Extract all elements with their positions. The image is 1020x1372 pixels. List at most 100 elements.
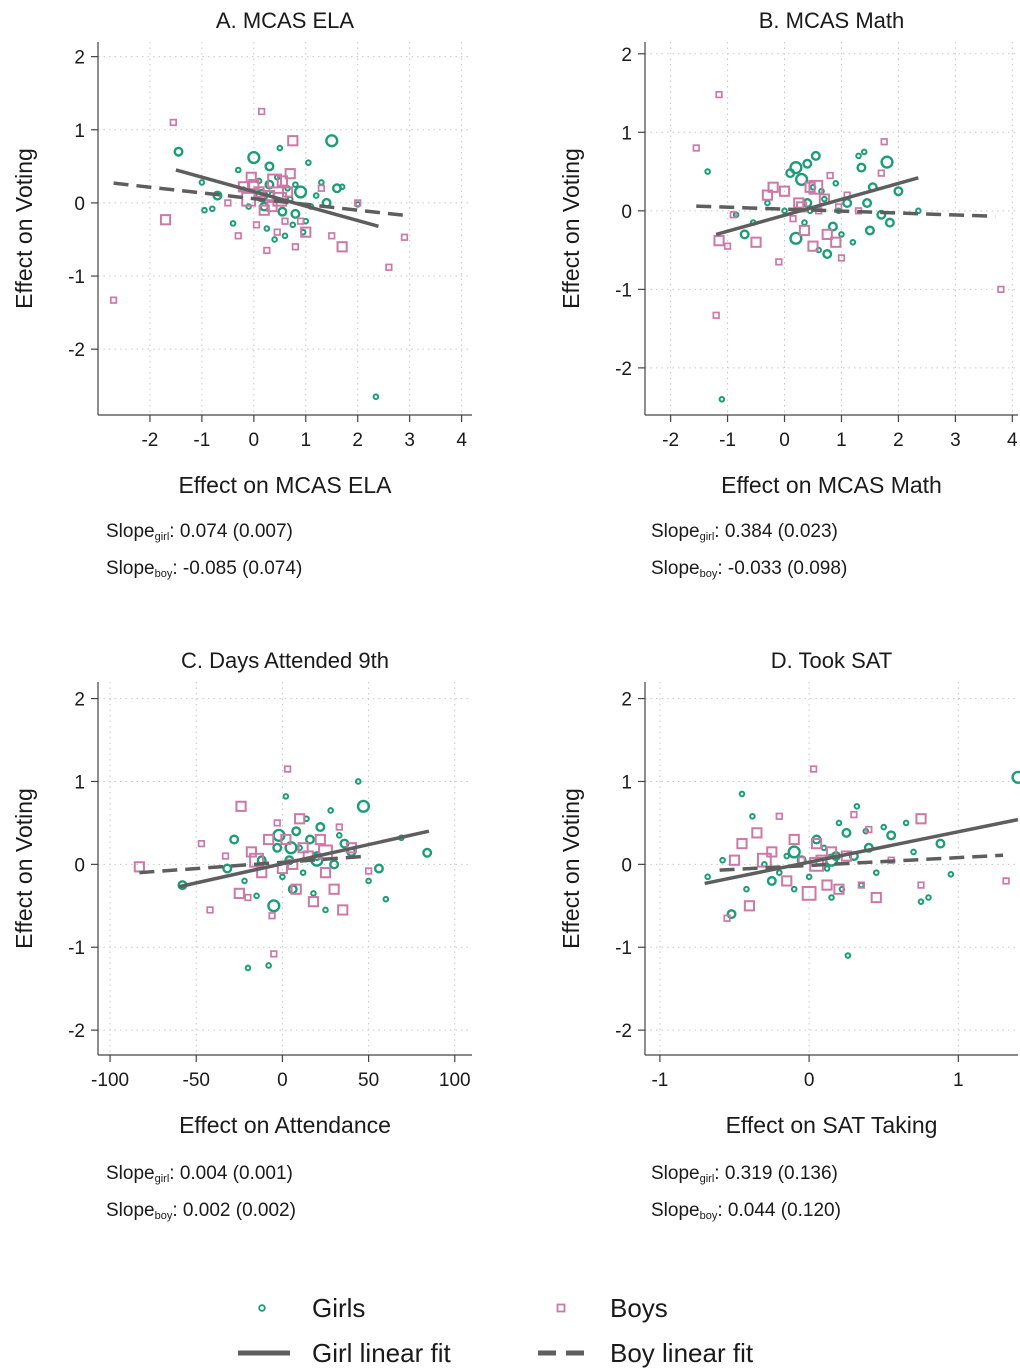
chart-a-girl-point <box>289 221 297 229</box>
slope-boy-d: Slopeboy: 0.044 (0.120) <box>651 1200 841 1222</box>
chart-b-girl-point <box>764 199 771 207</box>
panel-b: B. MCAS Math -2 -1 0 1 2 3 4 -2 -1 0 1 2 Effect on MC… <box>510 0 1020 640</box>
chart-a-boy-point <box>336 241 348 253</box>
chart-d-girl-point <box>828 894 835 901</box>
chart-b-boy-point <box>807 240 819 252</box>
chart-d-boy-point <box>736 838 748 850</box>
legend-svg: Girls Boys Girl linear fit Boy linear fi… <box>238 1293 754 1368</box>
chart-c-boy-point <box>335 823 343 831</box>
chart-d-girl-point <box>858 881 865 889</box>
chart-c-girl-point <box>222 863 233 874</box>
chart-d-boy-point <box>1002 877 1010 885</box>
chart-b-boy-point <box>834 203 843 211</box>
chart-b-girl-point <box>884 217 895 228</box>
chart-d-boy-fit <box>719 853 1004 872</box>
chart-c-ytick-label: -2 <box>68 1021 85 1042</box>
chart-d-girl-point <box>872 869 880 876</box>
chart-d-boy-point <box>915 813 927 825</box>
chart-a-boy-point <box>234 232 242 240</box>
slope-girl-d: Slopegirl: 0.319 (0.136) <box>651 1163 838 1185</box>
slope-block-d: Slopegirl: 0.319 (0.136) Slopeboy: 0.044… <box>651 1158 841 1232</box>
chart-c-girl-point <box>241 877 248 885</box>
chart-d-girl-point <box>935 838 946 849</box>
chart-d-girl-point <box>820 844 828 852</box>
chart-d-ytick-label: 1 <box>621 772 632 793</box>
chart-a-xtick-label: 0 <box>249 430 260 451</box>
chart-c-boy-point <box>245 846 257 858</box>
chart-a-boy-point <box>291 243 300 251</box>
chart-d-girl-point <box>766 875 777 886</box>
chart-a-xtick-label: -2 <box>141 430 158 451</box>
chart-c-boy-fit <box>139 854 369 875</box>
chart-c-girl-point <box>287 884 298 895</box>
chart-b-boy-point <box>830 236 842 248</box>
chart-b-xtick-label: 4 <box>1007 430 1018 451</box>
chart-d-girl-fit <box>704 817 1019 886</box>
chart-c-boy-point <box>197 839 206 848</box>
chart-a-girl-point <box>318 179 325 186</box>
chart-d-girl-point <box>783 852 791 860</box>
chart-c-boy-point <box>283 765 292 773</box>
chart-b-boy-point <box>715 90 723 99</box>
chart-a-girl-fit <box>175 168 379 228</box>
chart-a-boy-point <box>159 214 172 226</box>
chart-b-girl-point <box>915 207 922 215</box>
chart-a-boy-point <box>267 173 283 189</box>
chart-d-xtick-label: -1 <box>651 1070 668 1091</box>
chart-c-boy-point <box>328 883 340 895</box>
chart-a-boy-point <box>287 135 299 147</box>
chart-c-ytick-label: -1 <box>68 938 85 959</box>
chart-d-girl-point <box>1011 770 1020 784</box>
chart-c-boy-point <box>133 861 145 873</box>
chart-c-ytick-label: 1 <box>74 772 85 793</box>
chart-c-boy-point <box>270 950 278 958</box>
chart-d-boy-point <box>728 854 741 866</box>
chart-c-xtick-label: 100 <box>439 1070 471 1091</box>
chart-c-title: C. Days Attended 9th <box>181 648 389 673</box>
chart-a-girl-point <box>338 183 346 191</box>
chart-d-ytick-label: 2 <box>621 690 632 711</box>
chart-a-boy-point <box>257 107 266 116</box>
panel-c: C. Days Attended 9th -100 -50 0 50 100 -2 -1 0 1 2… <box>0 640 510 1280</box>
chart-b-ytick-label: -2 <box>615 359 632 380</box>
chart-b-boy-point <box>997 285 1005 294</box>
slope-girl-b: Slopegirl: 0.384 (0.023) <box>651 521 838 543</box>
legend-boys-label: Boys <box>610 1293 668 1323</box>
chart-b-boy-point <box>826 171 834 180</box>
chart-a-ytick-label: -2 <box>68 340 85 361</box>
chart-d-boy-point <box>870 891 882 904</box>
chart-c-boy-point <box>206 906 214 914</box>
chart-b-xtick-label: 2 <box>893 430 904 451</box>
chart-d-ytick-label: -2 <box>615 1021 632 1042</box>
chart-c-girl-point <box>253 892 260 900</box>
chart-a-girl-point <box>234 166 242 174</box>
chart-a-boy-point <box>328 232 336 240</box>
chart-d-girl-point <box>790 885 798 893</box>
chart-d-girl-point <box>704 873 711 881</box>
chart-b-girl-point <box>860 148 868 156</box>
chart-a-girl-point <box>372 393 380 401</box>
chart-b-girl-point <box>880 155 894 169</box>
chart-d-girl-point <box>738 790 746 798</box>
chart-a-boy-point <box>169 118 177 127</box>
chart-a-xtick-label: 3 <box>404 430 415 451</box>
chart-c-girl-point <box>335 832 343 839</box>
chart-b-boy-point <box>692 144 700 152</box>
chart-a-girl-point <box>271 236 278 243</box>
chart-a-girl-point <box>173 146 184 157</box>
slope-block-b: Slopegirl: 0.384 (0.023) Slopeboy: -0.03… <box>651 516 847 590</box>
chart-b-girl-point <box>789 231 803 245</box>
chart-b-girl-point <box>795 172 809 187</box>
chart-a-boy-point <box>300 226 312 238</box>
chart-d-ytick-label: 0 <box>621 855 632 876</box>
chart-b-boy-point <box>729 211 737 219</box>
chart-a-girl-point <box>325 134 339 148</box>
chart-d-boy-point <box>810 838 823 850</box>
chart-c-ytick-label: 0 <box>74 855 85 876</box>
chart-b-girl-point <box>739 229 750 240</box>
chart-b-boy-point <box>761 189 774 201</box>
chart-a: A. MCAS ELA -2 -1 0 1 2 3 4 -2 -1 0 1 2 Effect on MCA… <box>11 8 472 498</box>
chart-a-boy-point <box>354 199 362 207</box>
chart-d-boy-point <box>781 875 793 887</box>
chart-d-boy-point <box>775 812 783 820</box>
